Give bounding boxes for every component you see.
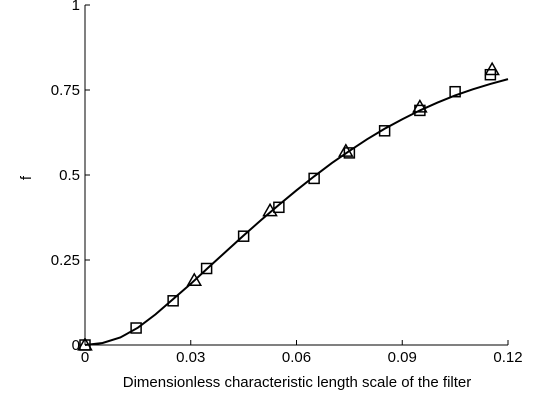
x-tick-label: 0 [81, 349, 89, 366]
y-tick-label: 0.5 [59, 167, 80, 184]
square-marker [130, 322, 142, 334]
square-marker [200, 262, 213, 275]
square-marker [167, 295, 179, 307]
y-tick-label: 0.25 [51, 252, 80, 269]
y-tick-label: 1 [72, 0, 80, 14]
x-tick-label: 0.12 [493, 349, 522, 366]
fit-curve [84, 78, 509, 346]
square-marker [343, 147, 356, 159]
triangle-marker [186, 272, 203, 287]
data-markers [77, 61, 500, 351]
y-axis-label: f [18, 175, 35, 180]
square-marker [273, 201, 285, 214]
x-axis-label: Dimensionless characteristic length scal… [123, 374, 472, 391]
y-tick-label: 0 [72, 337, 80, 354]
triangle-marker [338, 143, 354, 157]
x-tick-label: 0.03 [176, 349, 205, 366]
y-tick-label: 0.75 [51, 82, 80, 99]
square-marker [449, 85, 461, 98]
axis-labels: Dimensionless characteristic length scal… [18, 175, 471, 391]
square-marker [237, 230, 250, 242]
square-marker [378, 125, 391, 137]
x-tick-label: 0.09 [388, 349, 417, 366]
triangle-marker [262, 202, 278, 217]
square-marker [308, 172, 320, 185]
triangle-marker [484, 61, 500, 76]
x-tick-label: 0.06 [282, 349, 311, 366]
triangle-marker [77, 336, 93, 351]
axes: 0 0.03 0.06 0.09 0.12 0 0.25 0.5 0.75 1 [51, 0, 523, 366]
fit-line [84, 78, 509, 346]
triangle-marker [412, 98, 428, 113]
